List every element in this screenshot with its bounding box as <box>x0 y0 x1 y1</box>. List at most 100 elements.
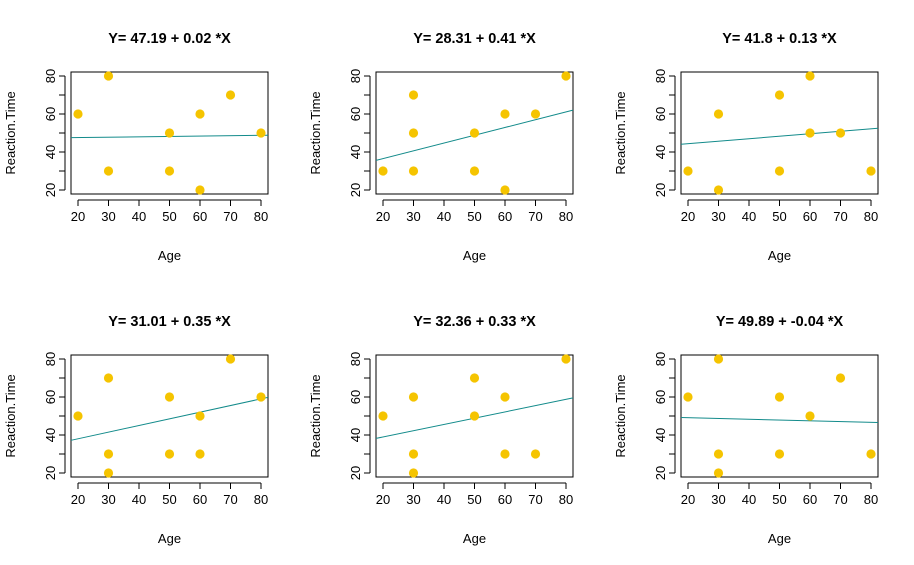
y-tick-label: 60 <box>653 390 668 404</box>
data-point <box>774 392 785 402</box>
data-point <box>469 411 480 421</box>
data-point <box>469 373 480 383</box>
data-point <box>866 449 876 459</box>
data-point <box>469 166 480 176</box>
y-tick-label: 80 <box>348 352 363 366</box>
data-point <box>164 449 175 459</box>
y-tick-label: 20 <box>43 466 58 480</box>
regression-line <box>680 417 879 423</box>
panel-title: Y= 31.01 + 0.35 *X <box>108 314 231 330</box>
y-tick-label: 40 <box>653 145 668 159</box>
x-axis-label: Age <box>463 248 486 263</box>
panel-6: Y= 49.89 + -0.04 *X 20 30 40 50 60 70 80 20 40 60 8… <box>613 314 879 546</box>
data-point <box>164 392 175 402</box>
data-point <box>73 109 83 119</box>
data-point <box>713 109 724 119</box>
data-point <box>774 90 785 100</box>
data-point <box>866 166 876 176</box>
y-tick-label: 20 <box>653 183 668 197</box>
y-tick-label: 80 <box>653 69 668 83</box>
y-axis-label: Reaction.Time <box>613 374 628 457</box>
panel-title: Y= 32.36 + 0.33 *X <box>413 314 536 330</box>
x-tick-label: 80 <box>559 209 573 224</box>
x-tick-label: 70 <box>223 492 237 507</box>
data-point <box>103 71 114 81</box>
x-tick-label: 50 <box>772 492 786 507</box>
data-point <box>500 449 510 459</box>
data-point <box>835 128 846 138</box>
y-tick-label: 60 <box>653 107 668 121</box>
data-point <box>225 90 236 100</box>
y-tick-label: 60 <box>43 107 58 121</box>
x-tick-label: 80 <box>559 492 573 507</box>
data-point <box>195 109 205 119</box>
data-point <box>408 449 419 459</box>
regression-line <box>70 396 269 441</box>
x-tick-label: 30 <box>406 492 420 507</box>
data-point <box>713 449 724 459</box>
y-tick-label: 40 <box>348 428 363 442</box>
x-tick-label: 70 <box>833 492 847 507</box>
x-axis-label: Age <box>158 531 181 546</box>
x-tick-label: 40 <box>742 209 756 224</box>
data-point <box>103 468 114 478</box>
x-axis-label: Age <box>463 531 486 546</box>
panel-title: Y= 41.8 + 0.13 *X <box>722 31 837 47</box>
x-tick-label: 80 <box>864 492 878 507</box>
y-tick-label: 60 <box>348 107 363 121</box>
x-tick-label: 60 <box>803 209 817 224</box>
x-axis-label: Age <box>158 248 181 263</box>
data-point <box>195 411 205 421</box>
panel-2: Y= 28.31 + 0.41 *X 20 30 40 50 60 70 80 20 40 60 80… <box>308 31 574 263</box>
data-point <box>73 411 83 421</box>
panel-title: Y= 47.19 + 0.02 *X <box>108 31 231 47</box>
x-tick-label: 20 <box>681 209 695 224</box>
data-point <box>164 166 175 176</box>
x-tick-label: 70 <box>223 209 237 224</box>
data-point <box>103 449 114 459</box>
y-tick-label: 40 <box>653 428 668 442</box>
x-tick-label: 80 <box>254 492 268 507</box>
x-tick-label: 30 <box>101 209 115 224</box>
data-point <box>561 354 571 364</box>
x-tick-label: 80 <box>864 209 878 224</box>
y-tick-label: 60 <box>43 390 58 404</box>
data-point <box>256 392 266 402</box>
plot-frame <box>70 354 269 478</box>
y-tick-label: 40 <box>43 145 58 159</box>
regression-line <box>680 127 879 145</box>
data-point <box>408 468 419 478</box>
x-tick-label: 40 <box>742 492 756 507</box>
x-tick-label: 60 <box>193 492 207 507</box>
data-point <box>683 166 693 176</box>
x-tick-label: 50 <box>162 209 176 224</box>
data-point <box>530 109 541 119</box>
data-point <box>103 373 114 383</box>
x-tick-label: 30 <box>101 492 115 507</box>
x-tick-label: 70 <box>528 492 542 507</box>
x-tick-label: 20 <box>681 492 695 507</box>
data-point <box>561 71 571 81</box>
y-axis-label: Reaction.Time <box>3 91 18 174</box>
x-tick-label: 50 <box>772 209 786 224</box>
data-point <box>408 166 419 176</box>
data-point <box>713 185 724 195</box>
data-point <box>500 392 510 402</box>
x-tick-label: 60 <box>498 492 512 507</box>
y-axis-label: Reaction.Time <box>3 374 18 457</box>
data-point <box>805 411 815 421</box>
panel-4: Y= 31.01 + 0.35 *X 20 30 40 50 60 70 80 20 40 60 80… <box>3 314 269 546</box>
panel-title: Y= 28.31 + 0.41 *X <box>413 31 536 47</box>
data-point <box>408 90 419 100</box>
data-point <box>774 449 785 459</box>
data-point <box>835 373 846 383</box>
x-tick-label: 20 <box>71 492 85 507</box>
plot-frame <box>375 71 574 195</box>
data-point <box>774 166 785 176</box>
y-axis-label: Reaction.Time <box>308 374 323 457</box>
y-tick-label: 80 <box>43 69 58 83</box>
x-tick-label: 50 <box>467 492 481 507</box>
x-tick-label: 60 <box>498 209 512 224</box>
data-point <box>469 128 480 138</box>
